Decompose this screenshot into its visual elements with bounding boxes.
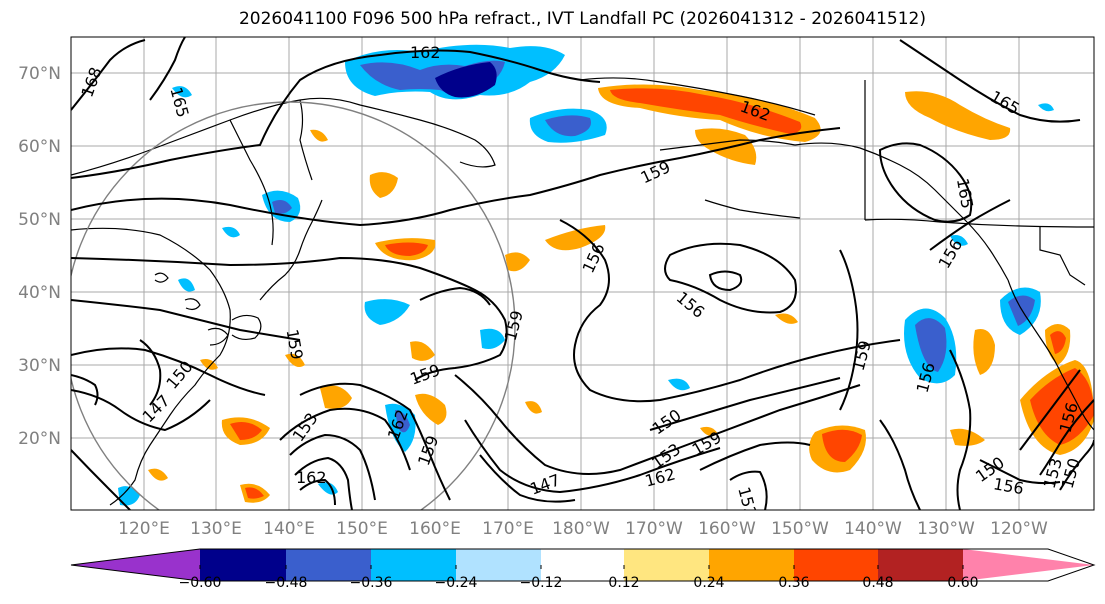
lat-label: 50°N bbox=[18, 210, 61, 230]
colorbar-segment bbox=[541, 549, 624, 581]
lon-label: 170°E bbox=[482, 519, 534, 539]
longitude-labels: 120°E 130°E 140°E 150°E 160°E 170°E 180°… bbox=[118, 519, 1048, 539]
shading-negative bbox=[118, 44, 1054, 506]
colorbar-tick-label: −0.48 bbox=[265, 575, 308, 591]
contour-label: 162 bbox=[410, 43, 441, 62]
colorbar-segment bbox=[794, 549, 878, 581]
colorbar-segment bbox=[624, 549, 709, 581]
map-title: 2026041100 F096 500 hPa refract., IVT La… bbox=[238, 9, 926, 29]
colorbar-tick-label: 0.60 bbox=[947, 575, 978, 591]
lon-label: 120°W bbox=[990, 519, 1048, 539]
lat-label: 20°N bbox=[18, 429, 61, 449]
colorbar-segment bbox=[200, 549, 286, 581]
reference-circle bbox=[71, 101, 516, 510]
lon-label: 160°W bbox=[698, 519, 756, 539]
colorbar-tick-label: −0.24 bbox=[435, 575, 478, 591]
colorbar-tick-label: 0.24 bbox=[693, 575, 724, 591]
colorbar-segment bbox=[71, 549, 200, 581]
colorbar-tick-label: 0.36 bbox=[778, 575, 809, 591]
lon-label: 150°E bbox=[336, 519, 388, 539]
colorbar-tick-label: 0.48 bbox=[862, 575, 893, 591]
contour-label: 162 bbox=[296, 468, 327, 487]
colorbar-segment bbox=[286, 549, 371, 581]
colorbar-tick-label: −0.12 bbox=[520, 575, 563, 591]
colorbar-segment bbox=[371, 549, 456, 581]
colorbar-tick-label: 0.12 bbox=[608, 575, 639, 591]
colorbar-outline bbox=[70, 548, 1096, 582]
lon-label: 160°E bbox=[409, 519, 461, 539]
colorbar-segment bbox=[878, 549, 963, 581]
lon-label: 140°E bbox=[263, 519, 315, 539]
lon-label: 180°W bbox=[552, 519, 610, 539]
lat-label: 40°N bbox=[18, 283, 61, 303]
colorbar-tick-label: −0.60 bbox=[179, 575, 222, 591]
colorbar: −0.60 −0.48 −0.36 −0.24 −0.12 0.12 0.24 … bbox=[70, 548, 1096, 591]
colorbar-segment bbox=[963, 549, 1094, 581]
lat-label: 70°N bbox=[18, 64, 61, 84]
lon-label: 170°W bbox=[625, 519, 683, 539]
shading-positive bbox=[148, 84, 1094, 503]
lon-label: 120°E bbox=[118, 519, 170, 539]
lon-label: 140°W bbox=[844, 519, 902, 539]
lat-label: 60°N bbox=[18, 137, 61, 157]
latitude-labels: 70°N 60°N 50°N 40°N 30°N 20°N bbox=[18, 64, 61, 449]
colorbar-tick-label: −0.36 bbox=[350, 575, 393, 591]
lon-label: 130°W bbox=[917, 519, 975, 539]
map-frame bbox=[70, 36, 1095, 511]
coastlines bbox=[71, 77, 1094, 506]
lat-label: 30°N bbox=[18, 356, 61, 376]
height-contours bbox=[71, 37, 1094, 510]
lon-label: 130°E bbox=[190, 519, 242, 539]
colorbar-segment bbox=[709, 549, 794, 581]
colorbar-segment bbox=[456, 549, 541, 581]
lon-label: 150°W bbox=[771, 519, 829, 539]
